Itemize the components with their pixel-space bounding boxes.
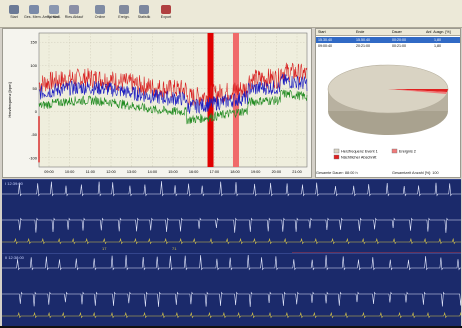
toolbar-button-label: Ges. Mem. Arrhy. Hist.: [24, 15, 60, 19]
y-tick-label: 100: [30, 63, 37, 68]
cell-end: 15.50.40: [356, 38, 370, 42]
toolbar: Start Ges. Mem. Arrhy. Hist. Schwell. Ries.…: [0, 0, 462, 28]
x-tick-label: 12:00: [106, 170, 116, 174]
x-tick-label: 20:00: [272, 170, 282, 174]
col-duration[interactable]: Dauer: [392, 30, 402, 34]
toolbar-button-online[interactable]: Online: [90, 2, 110, 26]
pie-legend: Herzfrequenz Event 1 Ereignis 2 Nächtlic…: [333, 148, 416, 160]
y-axis-label: Herzfrequenz [bpm]: [7, 82, 12, 117]
ecg-strip-label: II 12:38:00: [5, 255, 24, 260]
x-tick-label: 17:00: [210, 170, 220, 174]
series-line-2: [38, 73, 308, 115]
event-table-header: Start Ende Dauer Anf. Ausgn. [%]: [316, 29, 460, 36]
toolbar-button-label: Ereign.: [118, 15, 130, 19]
event-panel: Start Ende Dauer Anf. Ausgn. [%] 15.30.4…: [315, 28, 461, 178]
toolbar-button-label: Online: [94, 15, 106, 19]
ecg-lead-1: [2, 181, 462, 197]
event-icon: [119, 5, 129, 14]
col-percent[interactable]: Anf. Ausgn. [%]: [426, 30, 451, 34]
x-tick-label: 19:00: [251, 170, 261, 174]
y-tick-label: 0: [35, 109, 38, 114]
ecg-lead-3: [2, 237, 462, 245]
col-end[interactable]: Ende: [356, 30, 365, 34]
y-tick-label: -100: [29, 155, 38, 160]
event-marker-2: [232, 33, 239, 167]
cell-end: 20:21:00: [356, 44, 370, 48]
legend-label: Ereignis 2: [399, 150, 416, 154]
ecg-trace: [2, 254, 462, 319]
ecg-lead-1: [2, 254, 462, 271]
window-bottom-edge: [0, 326, 462, 328]
y-tick-label: 150: [30, 40, 37, 45]
heart-rate-chart-panel: 150 100 50 0 -50 -100 09:00 10:00 11:00 12:00 13:0…: [2, 28, 312, 178]
x-tick-label: 18:00: [230, 170, 240, 174]
x-tick-label: 16:00: [189, 170, 199, 174]
memory-icon: [29, 5, 39, 14]
toolbar-button-event[interactable]: Ereign.: [114, 2, 134, 26]
legend-swatch: [333, 148, 340, 154]
cell-percent: 1,80: [434, 44, 441, 48]
x-tick-label: 13:00: [127, 170, 137, 174]
table-row[interactable]: 15.30.40 15.50.40 00:20:00 1,80: [316, 37, 460, 43]
toolbar-button-label: Ries.Ablauf: [64, 15, 84, 19]
pie-slice-red: [388, 89, 448, 92]
ecg-annotation: 17: [102, 246, 107, 251]
ecg-strip[interactable]: I 12:39:00 17 71: [2, 179, 462, 254]
y-tick-label: 50: [33, 86, 38, 91]
toolbar-button-label: Statistik: [137, 15, 151, 19]
series-line-3: [38, 89, 308, 125]
cell-start: 15.30.40: [318, 38, 332, 42]
x-tick-label: 15:00: [168, 170, 178, 174]
legend-swatch: [333, 154, 340, 160]
legend-label: Herzfrequenz Event 1: [341, 150, 378, 154]
online-icon: [95, 5, 105, 14]
cell-duration: 00:20:00: [392, 38, 406, 42]
toolbar-button-label: Schwell.: [47, 15, 61, 19]
cell-percent: 1,80: [434, 38, 441, 42]
x-tick-label: 10:00: [65, 170, 75, 174]
start-icon: [9, 5, 19, 14]
cell-duration: 00:21:00: [392, 44, 406, 48]
toolbar-button-label: Start: [10, 15, 18, 19]
ecg-annotation: 71: [172, 246, 177, 251]
table-row[interactable]: 09:00:40 20:21:00 00:21:00 1,80: [316, 43, 460, 49]
legend-label: Nächtlicher Abschnitt: [341, 156, 377, 160]
col-start[interactable]: Start: [318, 30, 326, 34]
x-tick-label: 14:00: [148, 170, 158, 174]
legend-swatch: [391, 148, 398, 154]
ecg-lead-2: [2, 217, 462, 233]
toolbar-button-start[interactable]: Start: [4, 2, 24, 26]
pie-slice-pink: [388, 89, 447, 94]
x-tick-label: 21:00: [292, 170, 302, 174]
x-tick-label: 11:00: [86, 170, 95, 174]
threshold-icon: [49, 5, 59, 14]
y-tick-label: -50: [31, 132, 38, 137]
ecg-trace: 17 71: [2, 181, 462, 254]
heart-rate-chart[interactable]: 150 100 50 0 -50 -100 09:00 10:00 11:00 12:00 13:0…: [3, 29, 311, 177]
x-tick-label: 09:00: [44, 170, 54, 174]
toolbar-button-label: Export: [160, 15, 172, 19]
ecg-strip-label: I 12:39:00: [5, 181, 23, 186]
ecg-lead-3: [2, 311, 462, 319]
sequence-icon: [69, 5, 79, 14]
cell-start: 09:00:40: [318, 44, 332, 48]
toolbar-button-memory[interactable]: Ges. Mem. Arrhy. Hist.: [24, 2, 60, 26]
toolbar-button-statistics[interactable]: Statistik: [134, 2, 154, 26]
toolbar-button-export[interactable]: Export: [156, 2, 176, 26]
pie-chart: Herzfrequenz Event 1 Ereignis 2 Nächtlic…: [327, 64, 449, 160]
ecg-strip[interactable]: II 12:38:00: [2, 253, 462, 327]
status-total-duration: Gesamte Dauer: 88:00 h: [316, 171, 358, 175]
statistics-icon: [139, 5, 149, 14]
status-total-percent: Gesamtzeit Anzahl [%]: 100: [392, 171, 439, 175]
toolbar-button-threshold[interactable]: Schwell.: [44, 2, 64, 26]
export-icon: [161, 5, 171, 14]
toolbar-button-sequence[interactable]: Ries.Ablauf: [64, 2, 84, 26]
ecg-lead-2: [2, 291, 462, 307]
